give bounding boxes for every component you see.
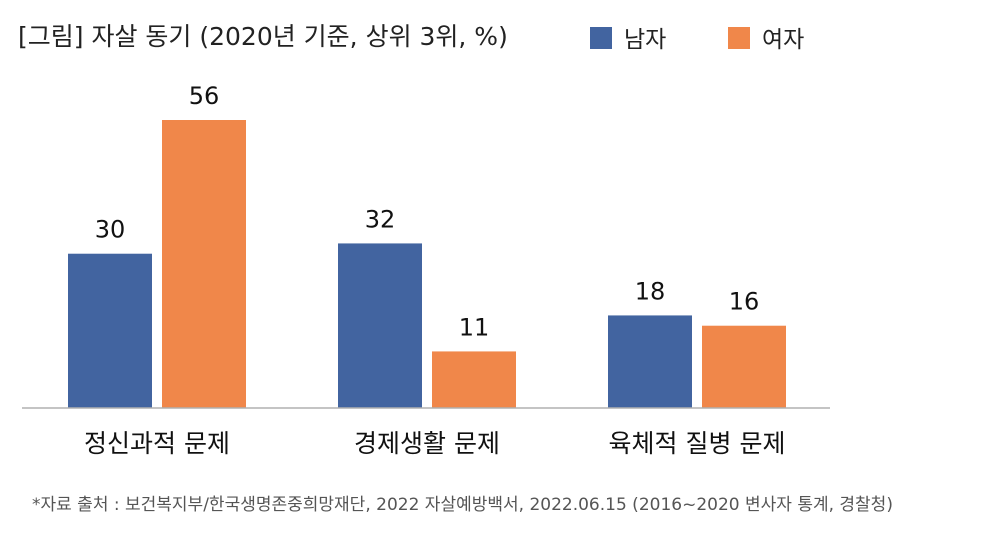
category-label-1: 경제생활 문제 <box>354 429 500 458</box>
category-label-2: 육체적 질병 문제 <box>609 429 786 458</box>
value-label-female-2: 16 <box>729 288 760 316</box>
bar-male-0 <box>68 253 152 408</box>
bar-female-1 <box>432 351 516 408</box>
chart-title: [그림] 자살 동기 (2020년 기준, 상위 3위, %) <box>18 22 508 51</box>
category-labels: 정신과적 문제 경제생활 문제 육체적 질병 문제 <box>84 429 785 458</box>
bar-male-1 <box>338 243 422 408</box>
legend-swatch-male <box>590 27 612 49</box>
bar-male-2 <box>608 315 692 408</box>
bar-female-0 <box>162 120 246 408</box>
value-label-female-1: 11 <box>459 313 490 341</box>
bars-group: 30 56 32 11 18 16 <box>68 82 786 408</box>
bar-female-2 <box>702 325 786 408</box>
value-label-male-0: 30 <box>95 216 126 244</box>
legend-label-female: 여자 <box>762 27 804 53</box>
value-label-male-2: 18 <box>635 277 666 305</box>
source-note: *자료 출처 : 보건복지부/한국생명존중희망재단, 2022 자살예방백서, … <box>32 495 893 515</box>
legend-swatch-female <box>728 27 750 49</box>
legend-label-male: 남자 <box>624 27 666 53</box>
value-label-male-1: 32 <box>365 205 396 233</box>
legend: 남자 여자 <box>590 27 804 53</box>
category-label-0: 정신과적 문제 <box>84 429 230 458</box>
value-label-female-0: 56 <box>189 82 220 110</box>
